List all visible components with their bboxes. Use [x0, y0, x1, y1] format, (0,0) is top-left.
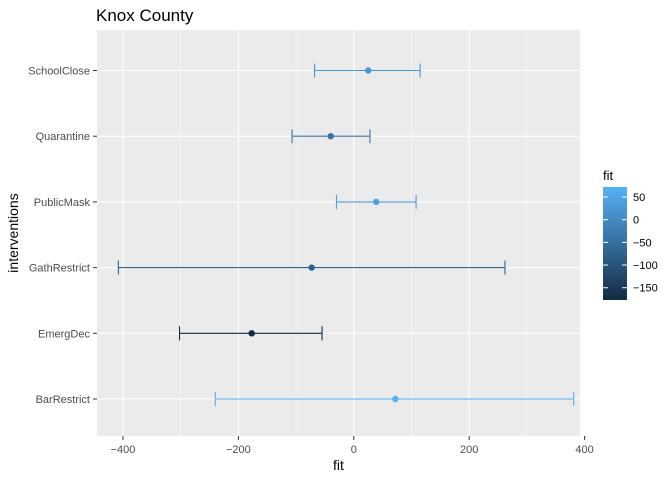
- fit-point: [392, 395, 399, 403]
- legend-tick-label: −150: [633, 283, 658, 295]
- plot-panel: [97, 30, 580, 436]
- fit-point: [327, 133, 334, 140]
- y-axis-title: interventions: [5, 193, 21, 272]
- errorbar-barrestrict: [214, 392, 575, 406]
- legend-tick-label: −50: [633, 237, 652, 249]
- y-tick-label: EmergDec: [38, 328, 90, 340]
- y-tick-label: BarRestrict: [36, 394, 90, 406]
- x-tick-label: −400: [111, 444, 136, 456]
- legend-title: fit: [603, 168, 614, 183]
- x-axis: −400 −200 0 200 400: [111, 436, 594, 456]
- legend-ticks: 50 0 −50 −100 −150: [603, 192, 658, 295]
- y-axis: SchoolClose Quarantine PublicMask GathRestr…: [28, 66, 97, 406]
- chart-title: Knox County: [96, 6, 194, 25]
- x-tick-label: −200: [226, 444, 251, 456]
- errorbar-quarantine: [291, 129, 371, 144]
- legend-tick-label: −100: [633, 260, 658, 272]
- y-tick-label: Quarantine: [36, 131, 90, 143]
- legend: fit 50 0 −50 −100 −150: [603, 168, 658, 300]
- fit-point: [365, 67, 372, 74]
- x-axis-title: fit: [333, 457, 344, 473]
- x-tick-label: 400: [575, 444, 593, 456]
- fit-point: [373, 198, 380, 206]
- x-tick-label: 0: [351, 444, 357, 456]
- x-tick-label: 200: [460, 444, 478, 456]
- fit-point: [248, 330, 255, 337]
- y-tick-label: PublicMask: [34, 197, 91, 209]
- fit-point: [308, 264, 315, 271]
- y-tick-label: SchoolClose: [28, 66, 90, 78]
- errorbar-emergdec: [178, 326, 323, 341]
- legend-tick-label: 50: [633, 192, 645, 204]
- errorbar-publicmask: [335, 194, 417, 209]
- y-tick-label: GathRestrict: [29, 263, 90, 275]
- data-layer: [117, 63, 575, 406]
- legend-tick-label: 0: [633, 215, 639, 227]
- errorbar-schoolclose: [314, 63, 421, 78]
- errorbar-gathrestrict: [117, 260, 506, 275]
- legend-colorbar: [603, 187, 627, 300]
